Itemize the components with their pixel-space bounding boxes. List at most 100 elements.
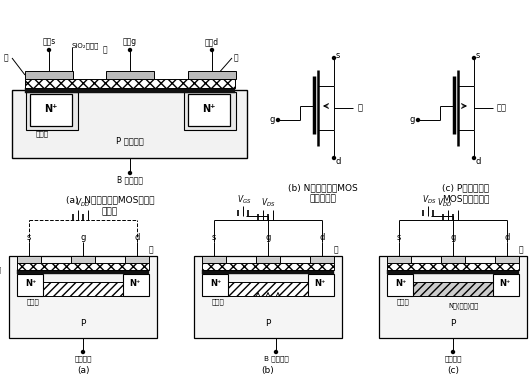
Text: d: d	[335, 156, 341, 165]
Bar	[308, 274, 334, 296]
Bar	[43, 282, 123, 296]
Text: 二氧化硅: 二氧化硅	[0, 267, 2, 273]
Bar	[125, 256, 149, 263]
Text: 铝: 铝	[103, 45, 107, 55]
Text: 衬: 衬	[358, 103, 363, 112]
Text: 铝: 铝	[519, 246, 523, 255]
Text: P 型硅衬底: P 型硅衬底	[116, 136, 144, 146]
Text: g: g	[409, 115, 414, 124]
Text: s: s	[476, 50, 480, 59]
Text: (a)  N沟道增强型MOS管结构: (a) N沟道增强型MOS管结构	[66, 196, 154, 205]
Bar	[25, 79, 235, 88]
Text: N⁺: N⁺	[129, 279, 140, 288]
Circle shape	[128, 49, 131, 52]
Text: d: d	[475, 156, 481, 165]
Bar	[387, 274, 413, 296]
Text: P: P	[81, 320, 86, 329]
Text: N⁺: N⁺	[25, 279, 37, 288]
Text: 示意图: 示意图	[102, 208, 118, 217]
Text: $V_{DS}$: $V_{DS}$	[422, 194, 436, 206]
Text: P: P	[450, 320, 456, 329]
Text: $V_{DS}$: $V_{DS}$	[261, 197, 275, 209]
Text: N⁺: N⁺	[395, 279, 407, 288]
Text: g: g	[81, 233, 86, 243]
Text: (c) P沟道增强型: (c) P沟道增强型	[443, 183, 490, 193]
Bar	[188, 94, 230, 126]
Bar	[71, 256, 95, 263]
Bar	[17, 270, 149, 274]
Text: N⁺: N⁺	[45, 104, 58, 114]
Bar	[413, 282, 493, 296]
Circle shape	[275, 350, 278, 353]
Bar	[123, 274, 149, 296]
Text: (b): (b)	[262, 365, 275, 374]
Text: s: s	[212, 233, 216, 243]
Bar	[17, 263, 149, 270]
Circle shape	[128, 171, 131, 174]
Text: g: g	[269, 115, 275, 124]
Text: N⁺: N⁺	[202, 104, 216, 114]
Bar	[387, 263, 519, 270]
Bar	[26, 92, 78, 130]
Bar	[188, 71, 236, 79]
Text: N⁺: N⁺	[210, 279, 222, 288]
Bar	[495, 256, 519, 263]
Bar	[194, 256, 342, 338]
Text: 铝: 铝	[234, 53, 238, 62]
Bar	[441, 256, 465, 263]
Text: 栅极g: 栅极g	[123, 38, 137, 47]
Bar	[106, 71, 154, 79]
Text: s: s	[27, 233, 31, 243]
Bar	[202, 274, 228, 296]
Circle shape	[452, 350, 455, 353]
Bar	[256, 256, 280, 263]
Text: d: d	[505, 233, 510, 243]
Text: N⁺: N⁺	[499, 279, 511, 288]
Bar	[202, 270, 334, 274]
Circle shape	[417, 118, 420, 121]
Text: P: P	[266, 320, 271, 329]
Text: B 衬底引线: B 衬底引线	[263, 356, 288, 362]
Bar	[184, 92, 236, 130]
Bar	[310, 256, 334, 263]
Text: 衬底引线: 衬底引线	[444, 356, 462, 362]
Circle shape	[473, 56, 475, 59]
Bar	[9, 256, 157, 338]
Text: 源极s: 源极s	[42, 38, 56, 47]
Bar	[228, 282, 308, 296]
Text: 衬底引线: 衬底引线	[74, 356, 92, 362]
Text: $V_{DD}$: $V_{DD}$	[75, 197, 91, 209]
Text: s: s	[336, 50, 340, 59]
Circle shape	[473, 156, 475, 159]
Text: 铝: 铝	[334, 246, 338, 255]
Text: g: g	[450, 233, 456, 243]
Text: 衬底: 衬底	[497, 103, 507, 112]
Bar	[493, 274, 519, 296]
Text: 铝: 铝	[149, 246, 153, 255]
Text: SiO₂绝缘层: SiO₂绝缘层	[72, 43, 100, 49]
Bar	[12, 90, 247, 158]
Bar	[202, 263, 334, 270]
Text: 耗尽层: 耗尽层	[36, 131, 49, 137]
Text: 耗尽层: 耗尽层	[396, 299, 409, 305]
Bar	[387, 270, 519, 274]
Bar	[17, 256, 41, 263]
Bar	[17, 274, 43, 296]
Text: 管代表符号: 管代表符号	[310, 194, 337, 203]
Circle shape	[48, 49, 50, 52]
Bar	[30, 94, 72, 126]
Bar	[379, 256, 527, 338]
Text: 耗尽层: 耗尽层	[26, 299, 39, 305]
Text: (a): (a)	[77, 365, 89, 374]
Text: (c): (c)	[447, 365, 459, 374]
Text: MOS管代表符号: MOS管代表符号	[443, 194, 490, 203]
Text: 铝: 铝	[3, 53, 8, 62]
Circle shape	[332, 56, 335, 59]
Circle shape	[277, 118, 279, 121]
Text: N型(感生)沟道: N型(感生)沟道	[448, 303, 478, 309]
Text: s: s	[397, 233, 401, 243]
Text: N⁺: N⁺	[314, 279, 326, 288]
Circle shape	[82, 350, 84, 353]
Circle shape	[210, 49, 214, 52]
Text: $V_{DD}$: $V_{DD}$	[437, 197, 453, 209]
